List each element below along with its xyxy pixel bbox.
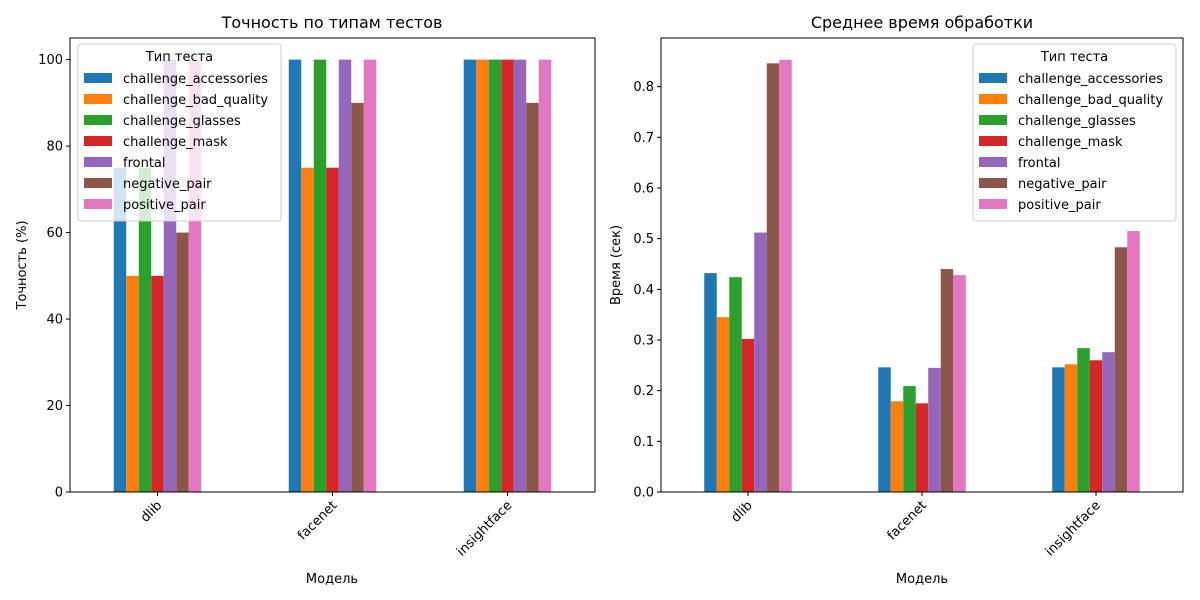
y-tick-label: 0.3 [633, 333, 654, 348]
y-tick-label: 0 [55, 486, 63, 501]
bar-challenge_glasses-dlib [138, 167, 152, 492]
legend-label-challenge_accessories: challenge_accessories [123, 72, 268, 87]
bar-positive_pair-dlib [779, 59, 792, 492]
legend-swatch-challenge_glasses [979, 115, 1007, 125]
bar-challenge_bad_quality-dlib [716, 317, 730, 492]
bars-group [704, 59, 1140, 493]
y-tick-label: 100 [38, 53, 63, 68]
legend-swatch-frontal [979, 157, 1007, 167]
bar-challenge_bad_quality-facenet [301, 167, 314, 492]
legend-label-negative_pair: negative_pair [1018, 177, 1107, 192]
bar-challenge_bad_quality-insightface [476, 59, 489, 493]
y-tick-label: 20 [46, 399, 63, 414]
y-axis-label: Время (сек) [609, 225, 624, 305]
legend-swatch-challenge_accessories [84, 73, 112, 83]
legend-label-positive_pair: positive_pair [1018, 198, 1101, 213]
bar-frontal-insightface [513, 59, 527, 493]
x-axis-label: Модель [896, 572, 948, 587]
bar-negative_pair-facenet [940, 269, 954, 492]
y-tick-label: 60 [46, 226, 63, 241]
chart-title: Среднее время обработки [811, 13, 1033, 32]
bar-negative_pair-dlib [766, 63, 780, 492]
bar-positive_pair-facenet [363, 59, 377, 493]
bar-challenge_bad_quality-dlib [126, 275, 139, 492]
bar-challenge_mask-facenet [915, 403, 929, 492]
accuracy-chart: Точность по типам тестов Модель Точность… [15, 13, 596, 587]
bar-challenge_accessories-facenet [288, 59, 302, 493]
bar-challenge_accessories-insightface [463, 59, 477, 493]
legend-swatch-frontal [84, 157, 112, 167]
bar-challenge_accessories-dlib [113, 167, 127, 492]
bar-frontal-dlib [754, 232, 767, 492]
bar-negative_pair-facenet [351, 102, 364, 493]
legend-swatch-challenge_mask [84, 136, 112, 146]
legend-title: Тип теста [1040, 50, 1108, 65]
y-tick-label: 0.2 [633, 384, 654, 399]
legend-label-positive_pair: positive_pair [123, 198, 206, 213]
legend-label-challenge_glasses: challenge_glasses [123, 114, 241, 129]
bar-challenge_accessories-dlib [704, 273, 717, 492]
y-tick-label: 0.1 [633, 435, 654, 450]
legend-label-challenge_bad_quality: challenge_bad_quality [123, 93, 268, 108]
bar-frontal-facenet [928, 367, 941, 492]
bar-challenge_mask-facenet [326, 167, 339, 492]
legend-label-challenge_mask: challenge_mask [123, 135, 228, 150]
bar-challenge_glasses-facenet [313, 59, 327, 493]
bar-challenge_mask-insightface [501, 59, 514, 493]
chart-title: Точность по типам тестов [221, 13, 443, 32]
legend-swatch-negative_pair [84, 178, 112, 188]
legend-swatch-challenge_glasses [84, 115, 112, 125]
legend-swatch-negative_pair [979, 178, 1007, 188]
bar-challenge_bad_quality-facenet [890, 401, 904, 492]
bar-frontal-facenet [338, 59, 352, 493]
bar-negative_pair-insightface [526, 102, 539, 493]
bar-challenge_mask-dlib [151, 275, 164, 492]
x-axis-label: Модель [306, 572, 358, 587]
y-tick-label: 40 [46, 313, 63, 328]
bar-challenge_glasses-insightface [1077, 348, 1090, 492]
legend-label-challenge_mask: challenge_mask [1018, 135, 1123, 150]
legend-label-challenge_glasses: challenge_glasses [1018, 114, 1136, 129]
bar-challenge_bad_quality-insightface [1064, 364, 1078, 492]
y-tick-label: 0.0 [633, 486, 654, 501]
legend: Тип теста challenge_accessories challenge_… [972, 43, 1177, 222]
bar-negative_pair-dlib [176, 232, 189, 492]
legend-swatch-challenge_mask [979, 136, 1007, 146]
bar-challenge_glasses-facenet [903, 386, 916, 492]
bar-challenge_mask-insightface [1089, 360, 1103, 492]
legend: Тип теста challenge_accessories challenge_… [77, 43, 282, 222]
legend-swatch-positive_pair [979, 199, 1007, 209]
legend-box [77, 43, 282, 222]
bar-challenge_mask-dlib [741, 338, 755, 492]
legend-swatch-challenge_bad_quality [84, 94, 112, 104]
bar-challenge_glasses-insightface [488, 59, 502, 493]
y-tick-label: 0.6 [633, 181, 654, 196]
bar-challenge_glasses-dlib [729, 277, 742, 492]
legend-swatch-positive_pair [84, 199, 112, 209]
legend-label-frontal: frontal [1018, 156, 1061, 171]
bar-frontal-insightface [1102, 352, 1115, 492]
y-tick-label: 0.4 [633, 283, 654, 298]
bar-positive_pair-insightface [1127, 231, 1140, 493]
legend-label-challenge_accessories: challenge_accessories [1018, 72, 1163, 87]
y-axis-label: Точность (%) [15, 220, 30, 310]
legend-label-challenge_bad_quality: challenge_bad_quality [1018, 93, 1163, 108]
y-tick-label: 0.5 [633, 232, 654, 247]
y-tick-label: 0.8 [633, 80, 654, 95]
bar-positive_pair-facenet [953, 275, 966, 492]
legend-label-frontal: frontal [123, 156, 166, 171]
bar-challenge_accessories-insightface [1052, 367, 1065, 492]
y-tick-label: 0.7 [633, 131, 654, 146]
legend-box [972, 43, 1177, 222]
timing-chart: Среднее время обработки Модель Время (се… [609, 13, 1184, 587]
y-tick-label: 80 [46, 140, 63, 155]
bar-challenge_accessories-facenet [878, 367, 891, 492]
bar-positive_pair-insightface [538, 59, 552, 493]
legend-label-negative_pair: negative_pair [123, 177, 212, 192]
legend-swatch-challenge_bad_quality [979, 94, 1007, 104]
bar-negative_pair-insightface [1114, 247, 1128, 492]
legend-swatch-challenge_accessories [979, 73, 1007, 83]
legend-title: Тип теста [145, 50, 213, 65]
